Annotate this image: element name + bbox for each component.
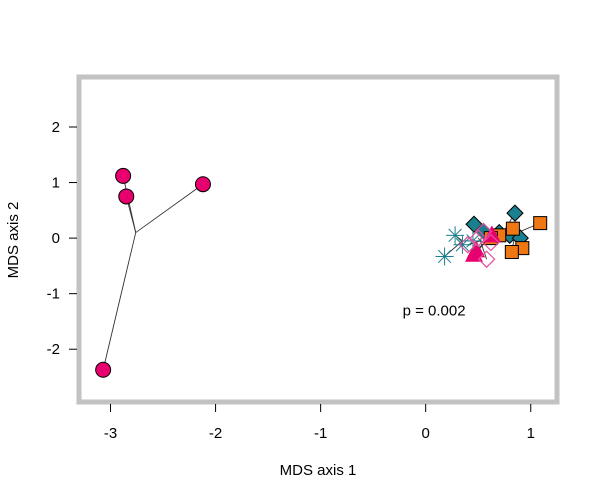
data-point-open-diamond: [477, 250, 496, 269]
data-point-asterisk: [446, 226, 465, 245]
data-point-square: [504, 245, 519, 259]
data-point-triangle: [467, 240, 486, 258]
x-tick-label: -3: [104, 425, 117, 442]
y-axis: -2 -1 0 1 2: [47, 119, 77, 358]
plot-frame: [76, 74, 560, 405]
data-point-circle: [95, 361, 112, 378]
data-point-diamond: [506, 204, 524, 222]
data-point-open-diamond: [474, 222, 493, 241]
spider-segment: [135, 183, 204, 233]
y-tick-label: 0: [52, 230, 60, 247]
data-point-open-diamond: [458, 235, 477, 254]
data-point-open-diamond: [481, 233, 500, 252]
x-tick-label: 1: [527, 425, 535, 442]
data-point-open-diamond: [469, 229, 488, 247]
data-point-asterisk: [453, 235, 472, 254]
x-axis-title: MDS axis 1: [280, 462, 357, 479]
x-tick-label: -1: [314, 425, 327, 442]
y-axis-title: MDS axis 2: [5, 202, 22, 279]
data-point-asterisk: [435, 247, 454, 266]
data-point-circle: [194, 176, 211, 193]
spider-segment: [479, 240, 488, 260]
data-point-circle: [118, 188, 135, 205]
p-value-annotation: p = 0.002: [403, 302, 466, 319]
spider-lines: [102, 175, 541, 370]
y-tick-label: -1: [47, 286, 60, 303]
data-point-circle: [115, 167, 132, 184]
data-point-square: [533, 216, 548, 231]
spider-segment: [102, 232, 137, 370]
data-points: [95, 167, 548, 378]
y-tick-label: 2: [52, 119, 60, 136]
y-tick-label: 1: [52, 175, 60, 192]
x-tick-label: 0: [422, 425, 430, 442]
x-tick-label: -2: [209, 425, 222, 442]
data-point-square: [505, 221, 520, 236]
x-axis: -3 -2 -1 0 1: [104, 404, 535, 442]
y-tick-label: -2: [47, 341, 60, 358]
